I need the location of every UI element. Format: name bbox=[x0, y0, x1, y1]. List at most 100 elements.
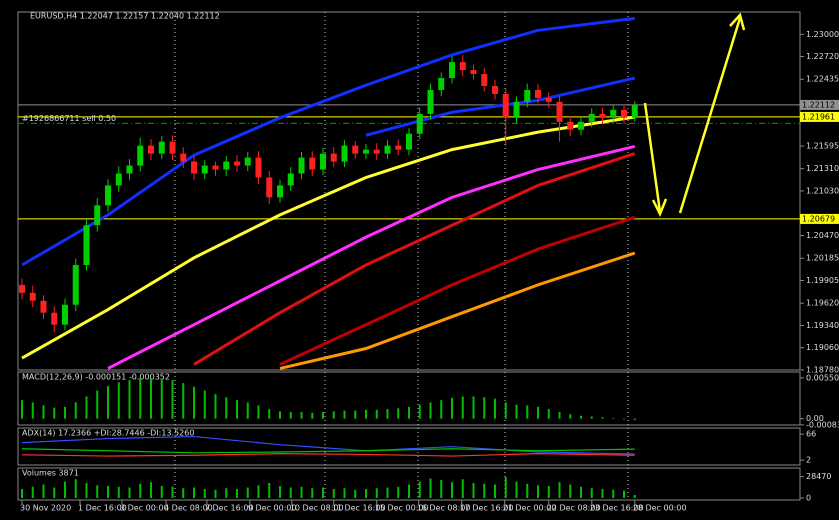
candle-body bbox=[556, 101, 563, 122]
candle-body bbox=[395, 145, 402, 150]
x-tick-label: 15 Dec 00:00 bbox=[375, 504, 429, 513]
moving-average bbox=[193, 152, 636, 366]
candle-body bbox=[201, 165, 208, 174]
candle-body bbox=[341, 145, 348, 162]
x-tick-label: 23 Dec 16:00 bbox=[590, 504, 644, 513]
x-tick-label: 1 Dec 16:00 bbox=[78, 504, 127, 513]
moving-average bbox=[21, 16, 635, 267]
x-tick-label: 4 Dec 08:00 bbox=[164, 504, 213, 513]
candle-body bbox=[72, 264, 79, 305]
y-tick-label: 1.18780 bbox=[806, 366, 839, 375]
candle-body bbox=[126, 165, 133, 174]
drawn-arrows bbox=[643, 12, 746, 218]
y-tick-label: 0.00 bbox=[806, 414, 824, 423]
y-tick-label: 28470 bbox=[806, 472, 831, 481]
period-separators bbox=[174, 12, 629, 500]
adx-label: ADX(14) 17.2366 +DI:28.7446 -DI:13.5260 bbox=[22, 429, 194, 438]
candle-body bbox=[212, 165, 219, 170]
y-tick-label: 1.21310 bbox=[806, 164, 839, 173]
candle-body bbox=[51, 312, 58, 325]
candle-body bbox=[287, 173, 294, 186]
candle-body bbox=[416, 113, 423, 134]
price-level-label: 1.21961 bbox=[802, 112, 835, 121]
y-tick-label: -0.000834 bbox=[806, 420, 839, 429]
candle-body bbox=[631, 105, 638, 118]
price-level-box bbox=[800, 99, 839, 110]
adx-panel bbox=[17, 427, 801, 466]
moving-average bbox=[279, 215, 636, 366]
y-tick-label: 1.21595 bbox=[806, 142, 839, 151]
candle-body bbox=[94, 205, 101, 226]
moving-average bbox=[107, 144, 636, 370]
x-tick-label: 21 Dec 00:00 bbox=[503, 504, 557, 513]
price-level-label: 1.22112 bbox=[802, 100, 835, 109]
candle-body bbox=[610, 109, 617, 118]
candle-body bbox=[19, 284, 25, 293]
candle-body bbox=[244, 157, 251, 166]
candle-body bbox=[621, 109, 627, 118]
candle-body bbox=[234, 161, 240, 166]
y-tick-label: 1.19620 bbox=[806, 299, 839, 308]
y-tick-label: 1.20185 bbox=[806, 254, 839, 263]
y-tick-label: 1.22435 bbox=[806, 75, 839, 84]
candle-body bbox=[470, 70, 477, 75]
candle-body bbox=[492, 85, 498, 94]
candle-body bbox=[427, 89, 434, 114]
y-tick-label: 1.22720 bbox=[806, 52, 839, 61]
candle-body bbox=[363, 149, 369, 154]
candle-body bbox=[62, 304, 68, 325]
candle-body bbox=[255, 157, 262, 178]
candle-body bbox=[115, 173, 122, 186]
y-tick-label: 2 bbox=[806, 456, 811, 465]
candle-body bbox=[502, 93, 509, 118]
candle-body bbox=[352, 145, 359, 154]
x-tick-label: 10 Dec 08:00 bbox=[290, 504, 344, 513]
candle-body bbox=[180, 153, 187, 162]
moving-average bbox=[279, 251, 636, 370]
chart-title: EURUSD,H4 1.22047 1.22157 1.22040 1.2211… bbox=[30, 12, 220, 21]
adx-line bbox=[21, 435, 635, 455]
y-tick-label: 1.19060 bbox=[806, 343, 839, 352]
order-label: #1926866711 sell 0.50 bbox=[22, 114, 116, 123]
candle-body bbox=[513, 101, 520, 118]
adx-line bbox=[21, 448, 635, 454]
candle-body bbox=[481, 74, 488, 86]
candle-body bbox=[578, 121, 584, 130]
candle-body bbox=[191, 161, 197, 174]
x-tick-label: 3 Dec 00:00 bbox=[120, 504, 169, 513]
macd-label: MACD(12,26,9) -0.000151 -0.000352 bbox=[22, 373, 170, 382]
volume-panel bbox=[17, 467, 801, 501]
x-tick-label: 9 Dec 00:00 bbox=[248, 504, 297, 513]
candle-body bbox=[330, 153, 337, 162]
x-tick-label: 16 Dec 08:00 bbox=[417, 504, 471, 513]
candle-body bbox=[599, 113, 606, 118]
candle-body bbox=[438, 78, 445, 90]
y-tick-label: 1.23000 bbox=[806, 30, 839, 39]
y-tick-label: 1.20470 bbox=[806, 231, 839, 240]
candle-body bbox=[137, 145, 144, 166]
x-tick-label: 28 Dec 00:00 bbox=[633, 504, 687, 513]
candle-body bbox=[158, 141, 165, 154]
candle-body bbox=[169, 141, 176, 154]
macd-panel bbox=[17, 371, 801, 426]
x-tick-label: 22 Dec 08:00 bbox=[547, 504, 601, 513]
candle-body bbox=[535, 89, 541, 98]
candle-body bbox=[277, 185, 283, 198]
y-tick-label: 1.19340 bbox=[806, 321, 839, 330]
candle-body bbox=[588, 113, 595, 122]
y-tick-label: 0.005505 bbox=[806, 373, 839, 382]
y-tick-label: 66 bbox=[806, 430, 816, 439]
price-level-box bbox=[800, 213, 839, 224]
candle-body bbox=[449, 62, 455, 79]
x-tick-label: 17 Dec 16:00 bbox=[460, 504, 514, 513]
candle-body bbox=[459, 62, 466, 71]
x-tick-label: 7 Dec 16:00 bbox=[205, 504, 254, 513]
candle-body bbox=[320, 153, 326, 170]
candle-body bbox=[545, 97, 552, 102]
candle-body bbox=[105, 185, 111, 206]
candle-body bbox=[373, 149, 380, 154]
price-panel bbox=[17, 11, 801, 371]
candle-body bbox=[266, 177, 273, 198]
price-level-label: 1.20679 bbox=[802, 214, 835, 223]
